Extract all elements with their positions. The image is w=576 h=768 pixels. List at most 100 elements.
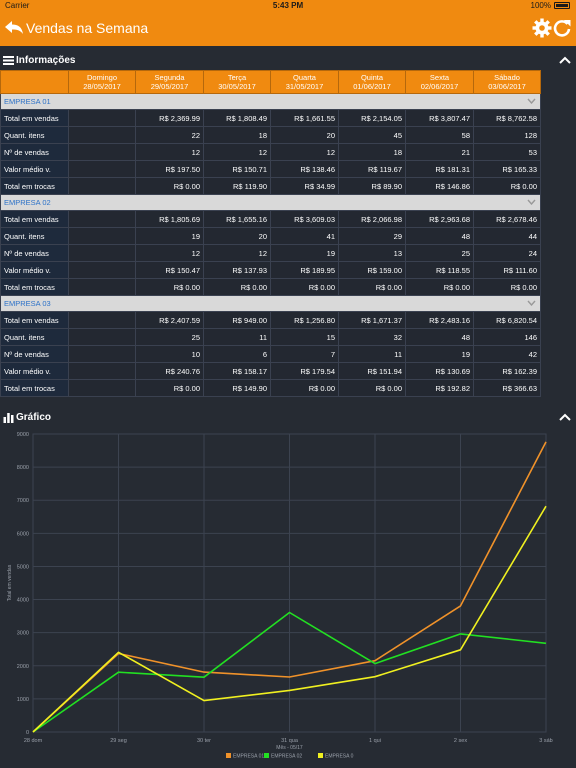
legend-label: EMPRESA 02	[271, 754, 302, 760]
series-line	[32, 611, 547, 733]
table-cell: R$ 1,256.80	[270, 311, 339, 329]
nav-bar: Vendas na Semana	[0, 12, 576, 46]
table-cell: R$ 181.31	[405, 160, 474, 178]
table-cell: 12	[135, 244, 204, 262]
row-label: Total em vendas	[0, 210, 69, 228]
column-header: Domingo 28/05/2017	[68, 70, 136, 94]
table-cell: R$ 0.00	[203, 278, 271, 296]
back-arrow-icon[interactable]	[4, 19, 24, 37]
series-line	[32, 441, 547, 733]
group-header-cell[interactable]: EMPRESA 03	[0, 295, 541, 312]
chevron-down-icon[interactable]	[527, 300, 536, 306]
column-header: Sábado 03/06/2017	[473, 70, 541, 94]
table-row: Valor médio v. R$ 150.47 R$ 137.93 R$ 189.9…	[0, 261, 541, 279]
table-cell: R$ 0.00	[270, 278, 339, 296]
y-tick-label: 1000	[17, 697, 29, 703]
table-cell: R$ 150.71	[203, 160, 271, 178]
row-label: Total em trocas	[0, 278, 69, 296]
table-cell	[68, 278, 136, 296]
table-cell: 12	[270, 143, 339, 161]
table-cell: 12	[203, 244, 271, 262]
x-tick-label: 30 ter	[197, 738, 211, 744]
table-cell: 25	[135, 328, 204, 346]
gear-icon[interactable]	[532, 18, 552, 38]
table-cell: R$ 0.00	[135, 379, 204, 397]
table-cell: 45	[338, 126, 406, 144]
chevron-down-icon[interactable]	[527, 199, 536, 205]
table-cell: R$ 119.67	[338, 160, 406, 178]
chevron-up-icon[interactable]	[559, 413, 571, 421]
group-row[interactable]: EMPRESA 03	[0, 295, 541, 312]
table-cell: R$ 34.99	[270, 177, 339, 195]
table-cell: 11	[338, 345, 406, 363]
group-row[interactable]: EMPRESA 02	[0, 194, 541, 211]
x-tick-label: 29 seg	[110, 738, 127, 744]
table-cell: 146	[473, 328, 541, 346]
table-cell: R$ 146.86	[405, 177, 474, 195]
table-cell: R$ 1,671.37	[338, 311, 406, 329]
table-cell: R$ 137.93	[203, 261, 271, 279]
x-axis-label: Mês - 05/17	[276, 745, 303, 751]
legend-swatch	[264, 753, 269, 758]
chevron-down-icon[interactable]	[527, 98, 536, 104]
x-tick-label: 28 dom	[24, 738, 43, 744]
row-label: Total em vendas	[0, 109, 69, 127]
y-tick-label: 2000	[17, 664, 29, 670]
chevron-up-icon[interactable]	[559, 56, 571, 64]
table-cell: R$ 2,369.99	[135, 109, 204, 127]
table-row: Nº de vendas 10 6 7 11 19 42	[0, 345, 541, 363]
table-row: Valor médio v. R$ 197.50 R$ 150.71 R$ 138.4…	[0, 160, 541, 178]
table-header-row: Domingo 28/05/2017 Segunda 29/05/2017 Terç…	[0, 70, 541, 94]
group-name: EMPRESA 02	[4, 198, 51, 207]
table-cell: R$ 6,820.54	[473, 311, 541, 329]
table-cell: 6	[203, 345, 271, 363]
table-row: Total em trocas R$ 0.00 R$ 119.90 R$ 34.99 R…	[0, 177, 541, 195]
table-row: Quant. itens 25 11 15 32 48 146	[0, 328, 541, 346]
table-cell: R$ 0.00	[338, 379, 406, 397]
y-tick-label: 4000	[17, 598, 29, 604]
chart-section-header[interactable]: Gráfico	[0, 410, 576, 426]
table-cell: R$ 151.94	[338, 362, 406, 380]
table-cell: 20	[270, 126, 339, 144]
table-cell: R$ 2,678.46	[473, 210, 541, 228]
table-cell: R$ 149.90	[203, 379, 271, 397]
table-cell: R$ 118.55	[405, 261, 474, 279]
table-cell: R$ 1,661.55	[270, 109, 339, 127]
table-cell	[68, 227, 136, 245]
table-cell: R$ 2,066.98	[338, 210, 406, 228]
y-axis-label: Total em vendas	[7, 564, 13, 601]
table-cell: 19	[270, 244, 339, 262]
carrier-label: Carrier	[5, 1, 30, 10]
table-cell: R$ 3,609.03	[270, 210, 339, 228]
refresh-icon[interactable]	[552, 18, 572, 38]
table-cell: R$ 179.54	[270, 362, 339, 380]
x-tick-label: 2 sex	[454, 738, 467, 744]
table-cell: 41	[270, 227, 339, 245]
group-row[interactable]: EMPRESA 01	[0, 93, 541, 110]
table-cell: R$ 150.47	[135, 261, 204, 279]
table-cell: 15	[270, 328, 339, 346]
table-cell: R$ 2,963.68	[405, 210, 474, 228]
table-cell: R$ 366.63	[473, 379, 541, 397]
group-header-cell[interactable]: EMPRESA 02	[0, 194, 541, 211]
status-bar: Carrier 5:43 PM 100%	[0, 0, 576, 12]
table-cell: 19	[135, 227, 204, 245]
table-cell: R$ 0.00	[135, 278, 204, 296]
table-cell	[68, 210, 136, 228]
group-header-cell[interactable]: EMPRESA 01	[0, 93, 541, 110]
row-label: Total em vendas	[0, 311, 69, 329]
status-time: 5:43 PM	[272, 1, 304, 10]
table-cell: R$ 2,407.59	[135, 311, 204, 329]
column-header: Quinta 01/06/2017	[338, 70, 406, 94]
table-row: Quant. itens 19 20 41 29 48 44	[0, 227, 541, 245]
row-label: Quant. itens	[0, 227, 69, 245]
row-label: Quant. itens	[0, 328, 69, 346]
table-cell	[68, 143, 136, 161]
table-cell	[68, 328, 136, 346]
table-cell: R$ 2,154.05	[338, 109, 406, 127]
info-section-header[interactable]: Informações	[0, 53, 576, 69]
table-row: Nº de vendas 12 12 19 13 25 24	[0, 244, 541, 262]
table-cell	[68, 244, 136, 262]
group-name: EMPRESA 03	[4, 299, 51, 308]
table-cell: R$ 240.76	[135, 362, 204, 380]
